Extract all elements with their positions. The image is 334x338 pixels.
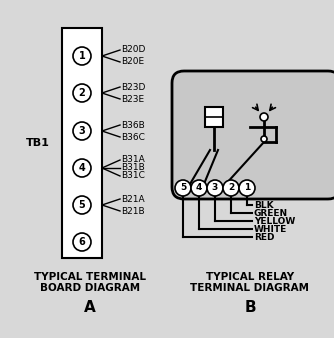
Text: GREEN: GREEN — [254, 209, 288, 217]
Text: 2: 2 — [78, 88, 86, 98]
Text: 3: 3 — [212, 184, 218, 193]
Text: 4: 4 — [196, 184, 202, 193]
Text: A: A — [84, 300, 96, 315]
Text: 6: 6 — [78, 237, 86, 247]
Circle shape — [73, 233, 91, 251]
Text: B31C: B31C — [121, 171, 145, 180]
Text: TYPICAL RELAY: TYPICAL RELAY — [206, 272, 294, 282]
Text: 5: 5 — [180, 184, 186, 193]
Text: B31B: B31B — [121, 164, 145, 172]
Text: B23E: B23E — [121, 95, 144, 103]
Circle shape — [73, 47, 91, 65]
Bar — [205, 107, 223, 127]
Text: B21B: B21B — [121, 207, 145, 216]
Circle shape — [73, 196, 91, 214]
Text: B21A: B21A — [121, 194, 145, 203]
Text: TYPICAL TERMINAL: TYPICAL TERMINAL — [34, 272, 146, 282]
FancyBboxPatch shape — [172, 71, 334, 199]
Text: YELLOW: YELLOW — [254, 217, 295, 225]
Text: B20E: B20E — [121, 57, 144, 67]
Text: TB1: TB1 — [26, 138, 50, 148]
Circle shape — [223, 180, 239, 196]
Text: B36C: B36C — [121, 132, 145, 142]
Text: B: B — [244, 300, 256, 315]
Text: B20D: B20D — [121, 46, 145, 54]
Text: 5: 5 — [78, 200, 86, 210]
Circle shape — [239, 180, 255, 196]
Circle shape — [191, 180, 207, 196]
Circle shape — [73, 84, 91, 102]
Text: B23D: B23D — [121, 82, 145, 92]
Circle shape — [175, 180, 191, 196]
Text: RED: RED — [254, 233, 275, 241]
Text: 3: 3 — [78, 126, 86, 136]
Text: B31A: B31A — [121, 155, 145, 165]
Text: 1: 1 — [244, 184, 250, 193]
Text: 1: 1 — [78, 51, 86, 61]
Text: BOARD DIAGRAM: BOARD DIAGRAM — [40, 283, 140, 293]
Text: WHITE: WHITE — [254, 224, 287, 234]
Text: B36B: B36B — [121, 121, 145, 129]
Circle shape — [73, 159, 91, 177]
Circle shape — [260, 113, 268, 121]
Circle shape — [261, 136, 267, 142]
Bar — [62, 28, 102, 258]
Text: 4: 4 — [78, 163, 86, 173]
Circle shape — [73, 122, 91, 140]
Text: TERMINAL DIAGRAM: TERMINAL DIAGRAM — [190, 283, 310, 293]
Text: BLK: BLK — [254, 200, 274, 210]
Text: 2: 2 — [228, 184, 234, 193]
Circle shape — [207, 180, 223, 196]
